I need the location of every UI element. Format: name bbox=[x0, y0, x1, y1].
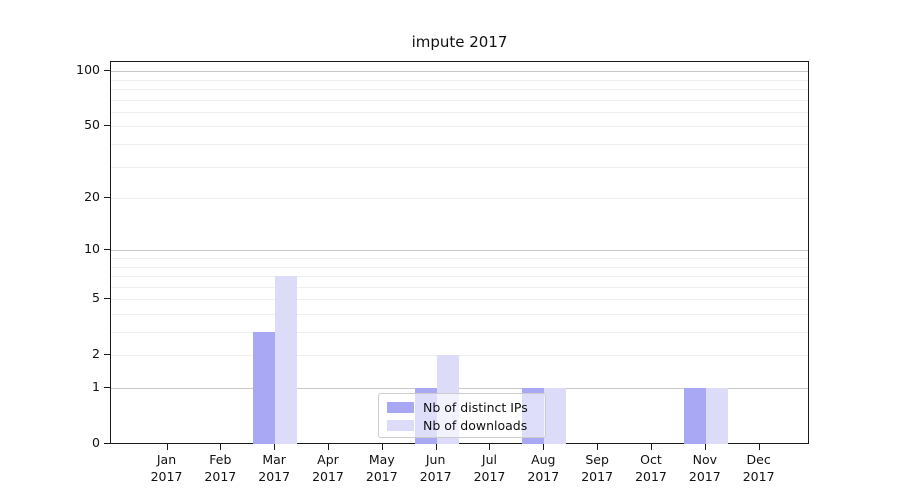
x-tick-label: Jun 2017 bbox=[419, 452, 452, 484]
x-tick bbox=[543, 444, 545, 450]
gridline-minor bbox=[111, 299, 808, 301]
legend-row-downloads: Nb of downloads bbox=[387, 417, 537, 433]
gridline-minor bbox=[111, 258, 808, 259]
gridline-major bbox=[111, 71, 808, 73]
x-tick-label: Feb 2017 bbox=[204, 452, 237, 484]
bar-mar-ips bbox=[253, 332, 276, 444]
y-tick-label: 10 bbox=[84, 241, 100, 257]
y-tick-label: 2 bbox=[92, 346, 100, 362]
x-tick bbox=[381, 444, 383, 450]
legend-swatch-downloads bbox=[387, 419, 414, 431]
y-tick-label: 1 bbox=[92, 379, 100, 394]
y-tick bbox=[104, 249, 110, 251]
gridline-minor bbox=[111, 144, 808, 146]
x-tick-label: Jan 2017 bbox=[150, 452, 183, 484]
gridline-minor bbox=[111, 313, 808, 315]
x-tick-label: Nov 2017 bbox=[688, 452, 721, 484]
gridline-minor bbox=[111, 355, 808, 357]
x-tick bbox=[758, 444, 760, 450]
x-tick bbox=[274, 444, 276, 450]
gridline-minor bbox=[111, 111, 808, 113]
y-tick-label: 5 bbox=[92, 290, 100, 306]
y-tick-label: 0 bbox=[92, 435, 100, 450]
x-tick bbox=[597, 444, 599, 450]
gridline-minor bbox=[111, 89, 808, 91]
gridline-minor bbox=[111, 286, 808, 288]
y-tick bbox=[104, 197, 110, 199]
y-tick bbox=[104, 354, 110, 356]
legend-label-distinct-ips: Nb of distinct IPs bbox=[423, 399, 528, 415]
y-tick-label: 100 bbox=[76, 62, 100, 78]
legend: Nb of distinct IPs Nb of downloads bbox=[378, 393, 546, 438]
gridline-major bbox=[111, 388, 808, 389]
x-tick bbox=[489, 444, 491, 450]
legend-label-downloads: Nb of downloads bbox=[423, 417, 528, 433]
chart-title: impute 2017 bbox=[411, 33, 508, 51]
gridline-minor bbox=[111, 198, 808, 200]
x-tick-label: Sep 2017 bbox=[581, 452, 614, 484]
x-tick-label: Mar 2017 bbox=[258, 452, 291, 484]
bar-mar-downloads bbox=[275, 276, 298, 444]
x-tick-label: Apr 2017 bbox=[312, 452, 344, 484]
x-tick-label: Jul 2017 bbox=[473, 452, 506, 484]
gridline-minor bbox=[111, 99, 808, 101]
x-tick bbox=[166, 444, 168, 450]
x-tick bbox=[435, 444, 437, 450]
gridline-minor bbox=[111, 266, 808, 268]
x-tick-label: Aug 2017 bbox=[527, 452, 560, 484]
x-tick-label: Dec 2017 bbox=[742, 452, 775, 484]
x-tick-label: May 2017 bbox=[365, 452, 398, 484]
x-tick bbox=[220, 444, 222, 450]
y-tick bbox=[104, 387, 110, 388]
gridline-minor bbox=[111, 332, 808, 334]
legend-swatch-distinct-ips bbox=[387, 401, 414, 413]
x-tick bbox=[327, 444, 329, 450]
y-tick bbox=[104, 443, 110, 444]
legend-row-distinct-ips: Nb of distinct IPs bbox=[387, 399, 537, 415]
bar-nov-ips bbox=[683, 388, 706, 444]
y-tick-label: 50 bbox=[84, 117, 100, 133]
x-tick bbox=[704, 444, 706, 450]
gridline-minor bbox=[111, 166, 808, 168]
gridline-minor bbox=[111, 276, 808, 278]
gridline-minor bbox=[111, 126, 808, 128]
plot-area bbox=[110, 61, 809, 444]
bar-nov-downloads bbox=[705, 388, 728, 444]
x-tick bbox=[650, 444, 652, 450]
y-tick bbox=[104, 125, 110, 127]
gridline-major bbox=[111, 250, 808, 252]
bar-aug-downloads bbox=[544, 388, 567, 444]
x-tick-label: Oct 2017 bbox=[635, 452, 667, 484]
y-tick bbox=[104, 70, 110, 72]
gridline-minor bbox=[111, 79, 808, 81]
y-tick bbox=[104, 298, 110, 300]
y-tick-label: 20 bbox=[84, 189, 100, 205]
